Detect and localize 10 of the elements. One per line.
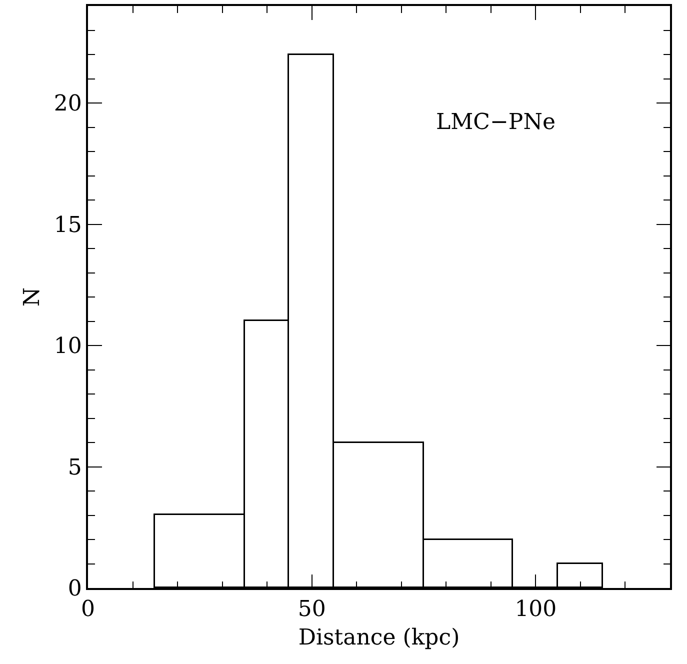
x-tick-label: 50	[298, 597, 326, 622]
y-tick-label: 15	[54, 212, 82, 238]
y-tick-label: 5	[68, 455, 82, 480]
annotation: LMC−PNe	[436, 110, 556, 135]
y-axis-title: N	[20, 287, 46, 307]
y-tick-label: 20	[54, 92, 82, 117]
x-tick-label: 100	[514, 597, 557, 622]
y-tick-label: 10	[54, 334, 82, 360]
y-tick-label: 0	[68, 576, 82, 602]
x-axis-title: Distance (kpc)	[298, 626, 460, 651]
